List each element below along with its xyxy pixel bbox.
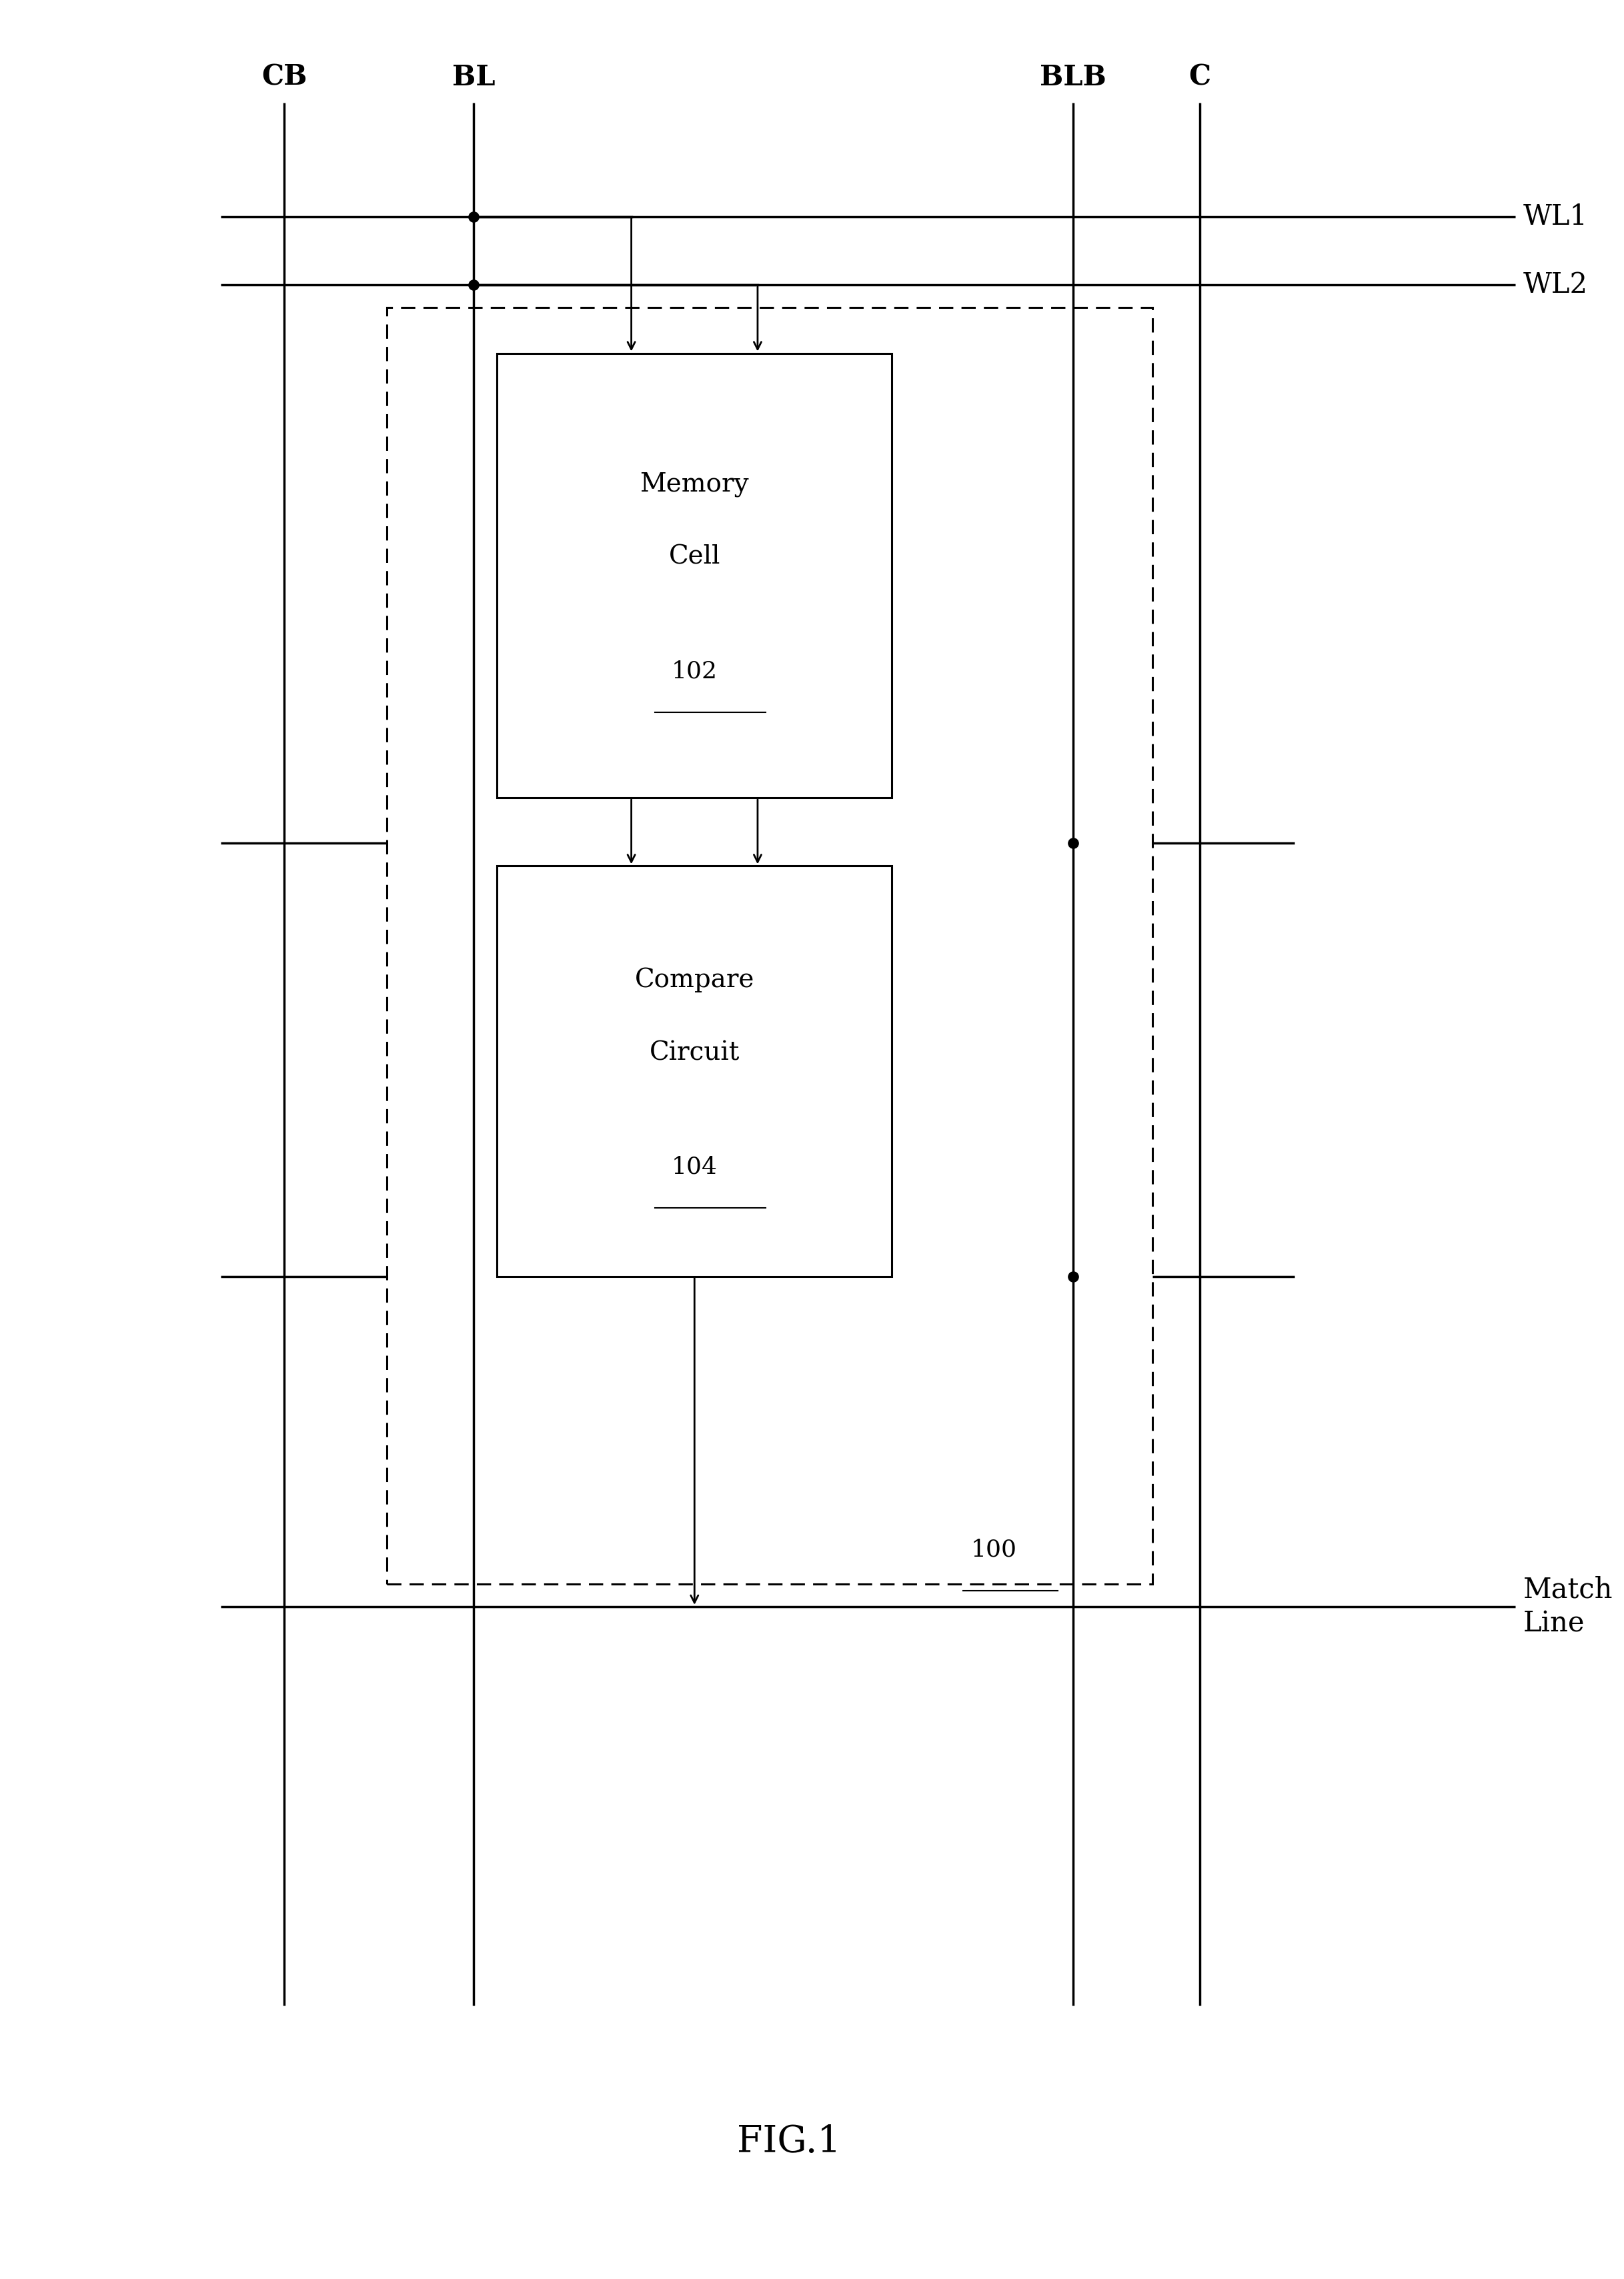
Text: 102: 102 [671, 661, 718, 681]
Point [1060, 1258, 1086, 1294]
Text: WL2: WL2 [1523, 271, 1588, 299]
Text: FIG.1: FIG.1 [737, 2124, 841, 2160]
Text: Compare: Compare [635, 969, 754, 991]
Text: CB: CB [261, 64, 307, 91]
Bar [387, 308, 1151, 1584]
Point [1060, 825, 1086, 861]
Point [461, 198, 487, 235]
Text: Memory: Memory [640, 472, 749, 497]
Point [461, 267, 487, 303]
Text: C: C [1189, 64, 1210, 91]
Text: WL1: WL1 [1523, 203, 1588, 230]
Text: BLB: BLB [1039, 64, 1106, 91]
Text: BL: BL [451, 64, 495, 91]
Text: Circuit: Circuit [650, 1042, 739, 1064]
Bar [497, 353, 892, 798]
Text: 100: 100 [971, 1538, 1017, 1561]
Text: Match
Line: Match Line [1523, 1575, 1613, 1639]
Text: Cell: Cell [669, 545, 721, 570]
Bar [497, 866, 892, 1276]
Text: 104: 104 [671, 1155, 718, 1178]
